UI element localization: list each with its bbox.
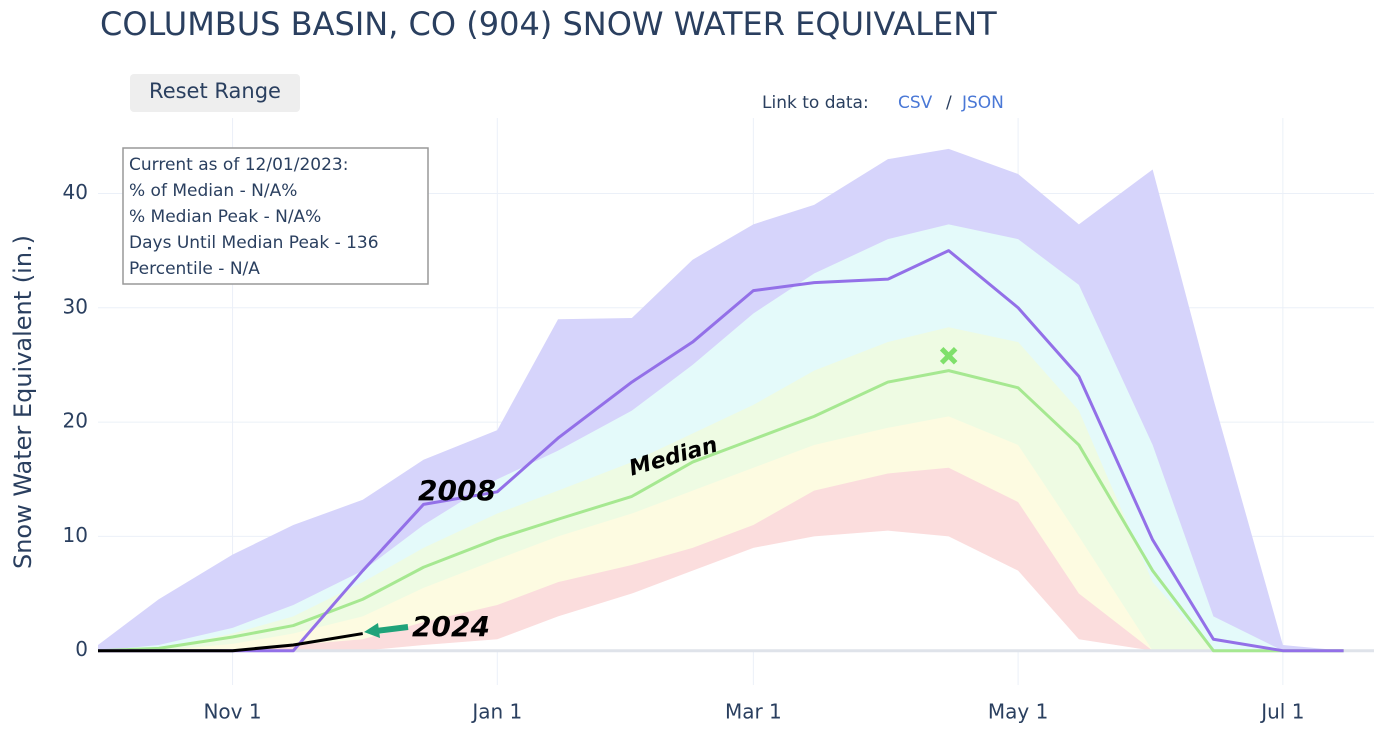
reset-button[interactable]: [130, 74, 300, 112]
chart-title: COLUMBUS BASIN, CO (904) SNOW WATER EQUI…: [100, 5, 997, 43]
series-line: [98, 632, 363, 653]
x-tick-label: Jul 1: [1259, 700, 1304, 724]
info-line: Current as of 12/01/2023:: [129, 155, 348, 175]
y-tick-label: 20: [63, 409, 88, 433]
info-line: Days Until Median Peak - 136: [129, 233, 379, 253]
x-tick-label: Nov 1: [203, 700, 261, 724]
y-axis-title: Snow Water Equivalent (in.): [9, 235, 37, 569]
annotation: 2008: [418, 474, 496, 507]
annotation: 2024: [412, 610, 490, 643]
link-separator: /: [946, 93, 952, 113]
x-tick-label: Mar 1: [725, 700, 782, 724]
series-line: [98, 249, 1344, 653]
info-line: % Median Peak - N/A%: [129, 207, 321, 227]
y-tick-label: 40: [63, 180, 88, 204]
y-tick-label: 10: [63, 523, 88, 547]
y-tick-label: 0: [75, 637, 88, 661]
link-label: Link to data:: [762, 93, 869, 113]
annotation-arrow: [375, 624, 409, 634]
series-line: [97, 369, 1344, 653]
annotation-arrowhead: [364, 623, 380, 638]
peak-marker: [939, 347, 958, 365]
reset-button-label[interactable]: Reset Range: [149, 79, 281, 103]
y-tick-label: 30: [63, 294, 88, 318]
json-link[interactable]: JSON: [961, 93, 1004, 113]
csv-link[interactable]: CSV: [898, 93, 933, 113]
x-tick-label: Jan 1: [470, 700, 522, 724]
plot-area: 0 10 20 30 40 Nov 1 Jan 1 Mar 1 May 1 Jul 1: [63, 118, 1374, 724]
percentile-band: [98, 530, 1344, 651]
info-line: % of Median - N/A%: [129, 181, 297, 201]
info-line: Percentile - N/A: [129, 259, 260, 279]
x-tick-label: May 1: [988, 700, 1048, 724]
info-box: [122, 147, 429, 285]
